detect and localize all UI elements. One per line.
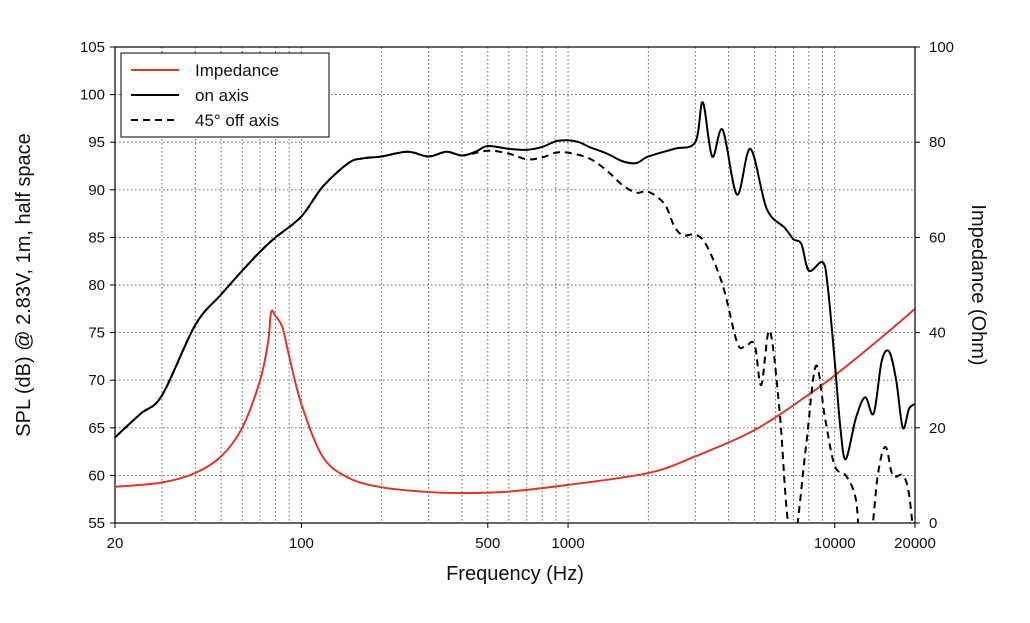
y-axis-label: SPL (dB) @ 2.83V, 1m, half space xyxy=(13,133,35,436)
plot-area xyxy=(115,101,915,523)
y-tick-label: 80 xyxy=(88,277,105,294)
y2-tick-label: 60 xyxy=(929,229,946,246)
y2-tick-label: 0 xyxy=(929,515,937,532)
y-tick-label: 70 xyxy=(88,372,105,389)
y2-tick-label: 100 xyxy=(929,39,954,56)
x-axis-label: Frequency (Hz) xyxy=(446,563,584,585)
series-line xyxy=(115,149,914,523)
series-line xyxy=(115,308,915,495)
y2-tick-label: 40 xyxy=(929,325,946,342)
series-line xyxy=(115,101,915,461)
y-tick-label: 90 xyxy=(88,182,105,199)
x-tick-label: 1000 xyxy=(551,535,584,552)
y2-tick-label: 80 xyxy=(929,134,946,151)
x-tick-label: 10000 xyxy=(814,535,856,552)
x-tick-label: 500 xyxy=(475,535,500,552)
y2-tick-label: 20 xyxy=(929,420,946,437)
y-tick-label: 105 xyxy=(80,39,105,56)
y-tick-label: 60 xyxy=(88,467,105,484)
x-tick-label: 100 xyxy=(289,535,314,552)
legend-label: 45° off axis xyxy=(195,111,279,130)
y-tick-label: 95 xyxy=(88,134,105,151)
legend-box xyxy=(120,52,330,138)
plot-frame xyxy=(114,46,916,524)
x-tick-label: 20 xyxy=(107,535,124,552)
y-tick-label: 100 xyxy=(80,87,105,104)
y-tick-label: 65 xyxy=(88,420,105,437)
legend-label: on axis xyxy=(195,86,249,105)
y-tick-label: 75 xyxy=(88,325,105,342)
y2-axis-label: Impedance (Ohm) xyxy=(967,204,989,365)
legend-label: Impedance xyxy=(195,61,279,80)
x-tick-label: 20000 xyxy=(894,535,936,552)
y-tick-label: 55 xyxy=(88,515,105,532)
y-tick-label: 85 xyxy=(88,229,105,246)
